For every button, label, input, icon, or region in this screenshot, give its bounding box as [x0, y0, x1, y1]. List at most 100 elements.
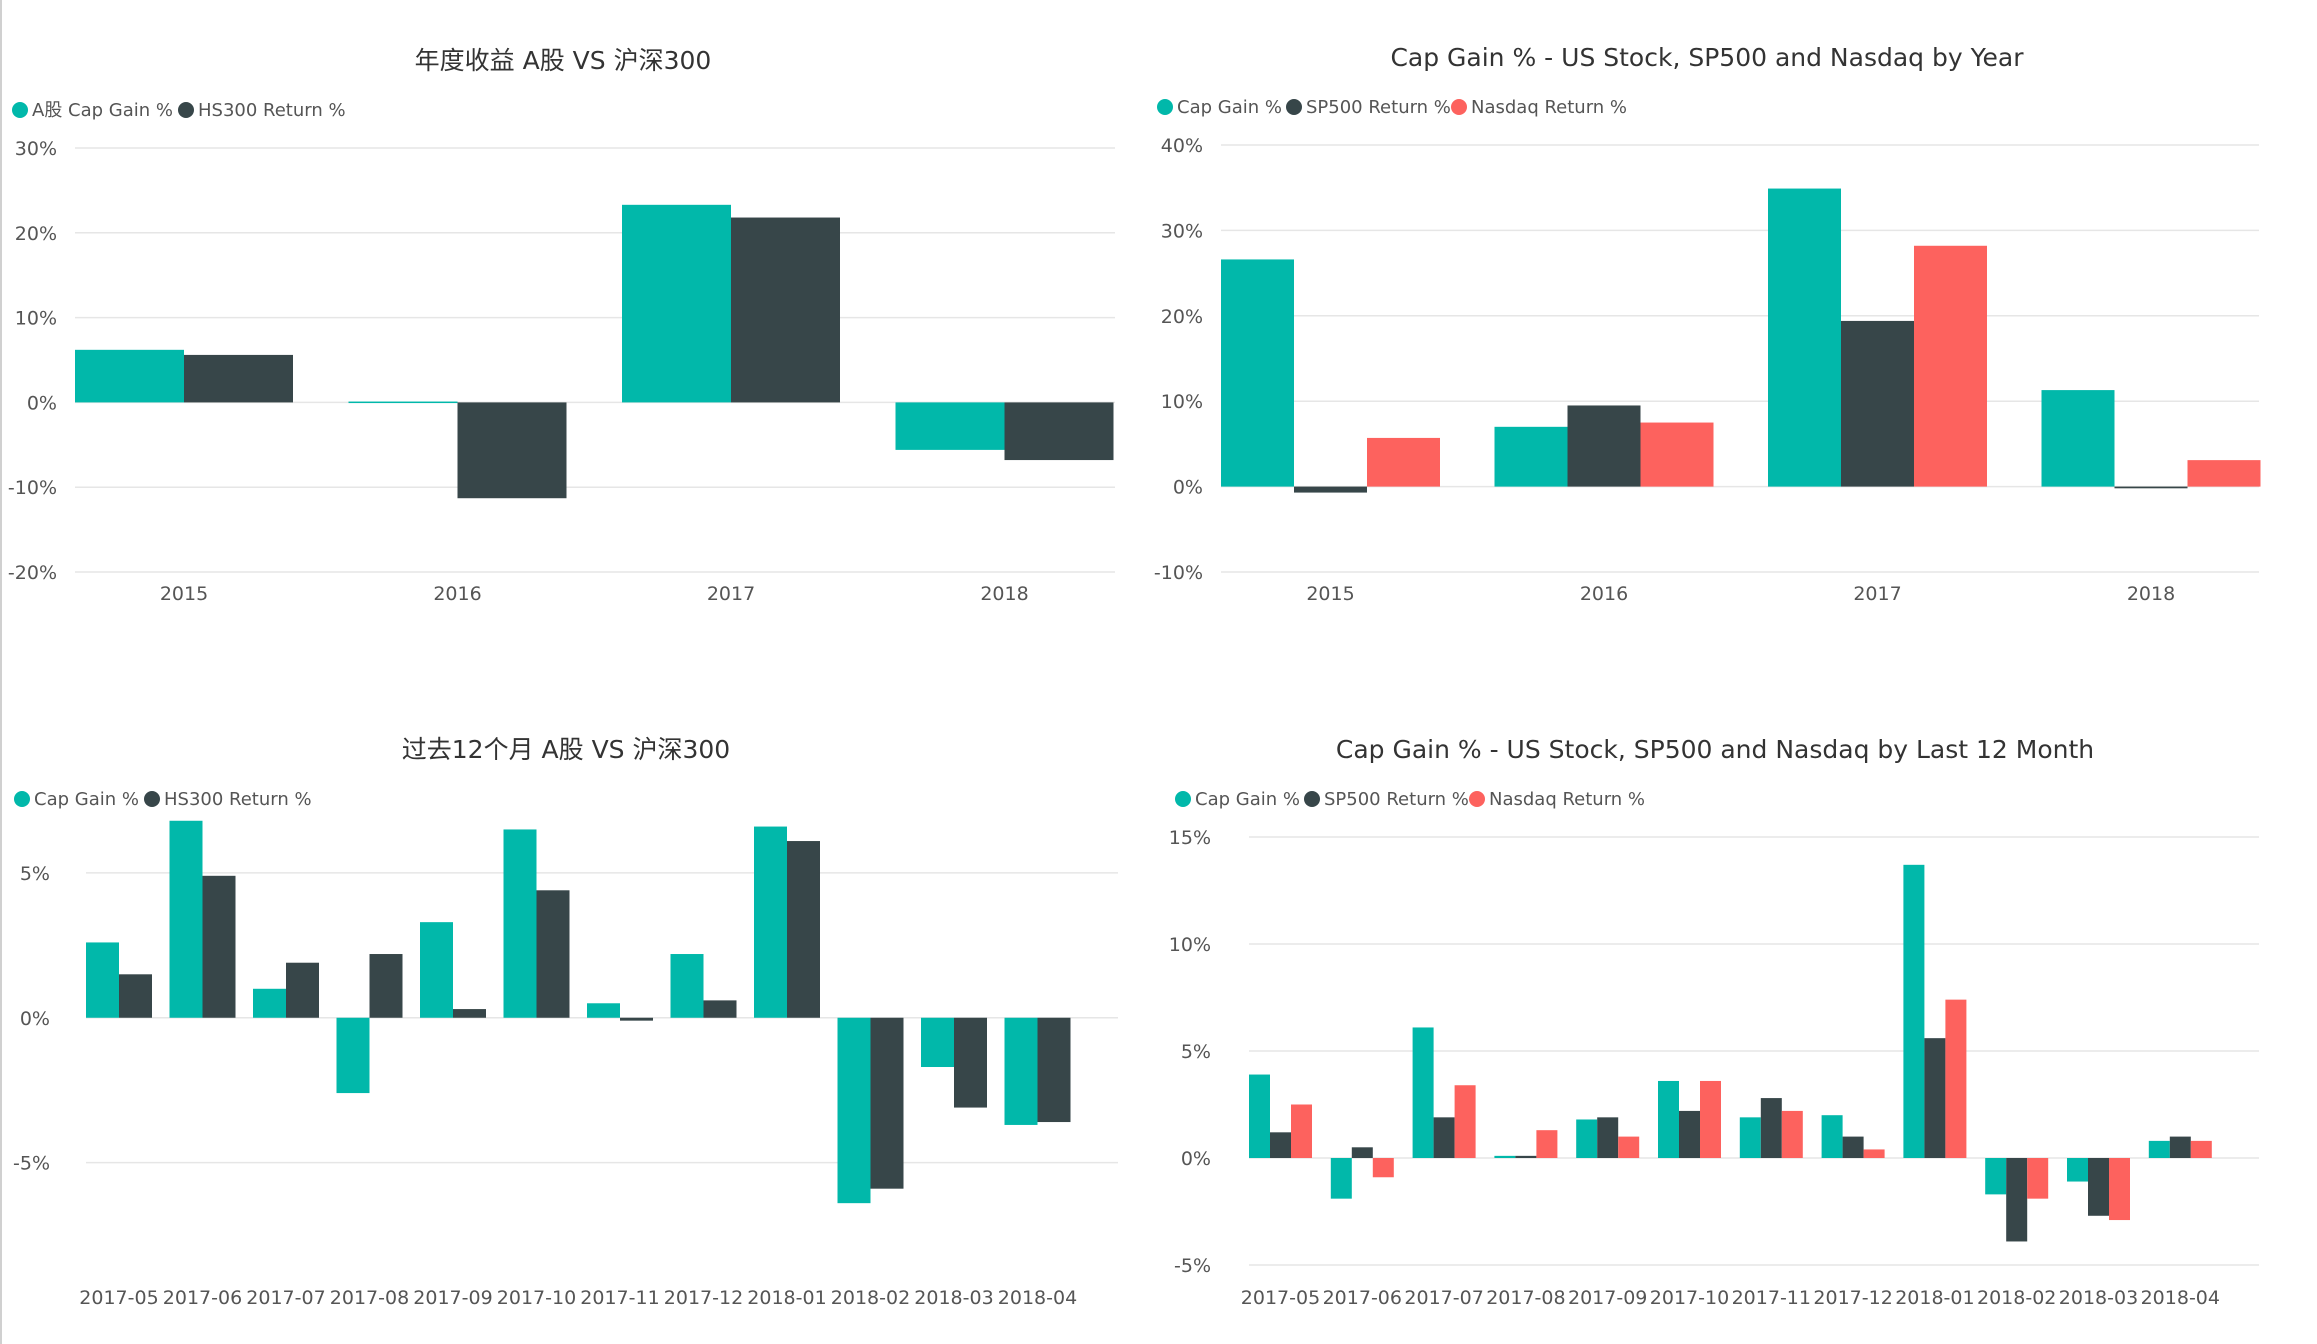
legend-label-series-1[interactable]: Cap Gain % — [34, 789, 139, 810]
bar-2018-series-2[interactable] — [1004, 402, 1114, 461]
legend-label-series-1[interactable]: Cap Gain % — [1195, 789, 1300, 810]
bar-2017-10-series-3[interactable] — [1700, 1080, 1721, 1158]
bar-2017-06-series-2[interactable] — [202, 875, 236, 1018]
bar-2017-09-series-2[interactable] — [453, 1009, 486, 1018]
bar-2018-03-series-1[interactable] — [2067, 1158, 2088, 1182]
legend-label-series-2[interactable]: SP500 Return % — [1306, 97, 1451, 118]
bar-2018-02-series-1[interactable] — [1985, 1158, 2007, 1195]
bar-2017-11-series-3[interactable] — [1781, 1110, 1803, 1158]
bar-2016-series-1[interactable] — [348, 401, 458, 404]
bar-2018-01-series-2[interactable] — [787, 841, 820, 1018]
bar-2018-series-1[interactable] — [895, 402, 1005, 450]
bar-2015-series-2[interactable] — [184, 354, 293, 403]
bar-2017-12-series-3[interactable] — [1863, 1149, 1885, 1158]
bar-2017-06-series-3[interactable] — [1372, 1158, 1394, 1178]
bar-2015-series-1[interactable] — [75, 349, 184, 403]
bar-2015-series-3[interactable] — [1367, 437, 1440, 487]
chart-panel-us-stock-last-12-months: Cap Gain % - US Stock, SP500 and Nasdaq … — [1169, 735, 2259, 1309]
bar-2018-02-series-2[interactable] — [870, 1017, 904, 1189]
bar-2017-07-series-2[interactable] — [286, 962, 319, 1018]
bar-2018-03-series-3[interactable] — [2109, 1158, 2130, 1221]
bar-2017-11-series-2[interactable] — [1760, 1098, 1782, 1158]
bar-2018-series-1[interactable] — [2041, 390, 2115, 487]
bar-2017-05-series-3[interactable] — [1291, 1104, 1312, 1159]
bar-2017-08-series-3[interactable] — [1536, 1130, 1558, 1158]
bar-2017-series-2[interactable] — [1841, 320, 1914, 487]
bar-2018-04-series-2[interactable] — [1037, 1017, 1071, 1123]
bar-2017-10-series-1[interactable] — [1658, 1080, 1679, 1158]
bar-2017-08-series-1[interactable] — [1494, 1155, 1516, 1158]
bar-2017-09-series-1[interactable] — [420, 922, 453, 1018]
legend-label-series-2[interactable]: HS300 Return % — [164, 789, 312, 810]
bar-2017-05-series-1[interactable] — [1249, 1074, 1270, 1158]
bar-2018-01-series-2[interactable] — [1924, 1038, 1946, 1158]
bar-2017-series-1[interactable] — [1768, 188, 1841, 487]
legend-label-series-1[interactable]: A股 Cap Gain % — [32, 100, 173, 121]
bar-2015-series-1[interactable] — [1221, 259, 1294, 487]
bar-2018-series-3[interactable] — [2187, 460, 2261, 487]
bar-2017-series-1[interactable] — [622, 204, 731, 403]
bar-2017-05-series-2[interactable] — [119, 974, 152, 1018]
chart-legend: Cap Gain % HS300 Return % — [14, 789, 312, 810]
bar-2017-07-series-2[interactable] — [1433, 1117, 1455, 1158]
bar-2017-05-series-1[interactable] — [86, 942, 119, 1018]
bar-2017-08-series-1[interactable] — [336, 1017, 370, 1094]
bar-2017-10-series-2[interactable] — [1679, 1110, 1700, 1158]
bar-2018-04-series-1[interactable] — [1004, 1017, 1038, 1125]
legend-label-series-3[interactable]: Nasdaq Return % — [1471, 97, 1627, 118]
bar-2016-series-2[interactable] — [457, 402, 567, 499]
bar-2015-series-2[interactable] — [1294, 486, 1367, 493]
bar-2017-06-series-1[interactable] — [169, 820, 203, 1018]
bar-2017-11-series-2[interactable] — [620, 1017, 653, 1021]
legend-label-series-1[interactable]: Cap Gain % — [1177, 97, 1282, 118]
bar-2018-02-series-2[interactable] — [2006, 1158, 2028, 1242]
bar-2018-01-series-1[interactable] — [1903, 864, 1925, 1158]
bar-2017-07-series-3[interactable] — [1454, 1085, 1476, 1158]
bar-2017-09-series-1[interactable] — [1576, 1119, 1598, 1158]
bar-2017-06-series-1[interactable] — [1330, 1158, 1352, 1199]
bar-2017-12-series-1[interactable] — [670, 954, 704, 1018]
bar-2017-series-2[interactable] — [731, 217, 840, 403]
bar-2018-01-series-3[interactable] — [1945, 999, 1967, 1158]
y-tick-label: 0% — [1173, 477, 1203, 499]
x-tick-label: 2016 — [433, 583, 481, 605]
legend-marker-series-2 — [1304, 791, 1320, 807]
bar-2016-series-2[interactable] — [1567, 405, 1641, 487]
bar-2017-12-series-1[interactable] — [1821, 1115, 1843, 1158]
bar-2017-11-series-1[interactable] — [587, 1003, 620, 1018]
bar-2017-10-series-2[interactable] — [536, 890, 570, 1018]
bar-2017-09-series-3[interactable] — [1618, 1136, 1640, 1158]
gridlines — [1221, 144, 2259, 573]
bar-2018-01-series-1[interactable] — [754, 826, 787, 1018]
bar-2018-04-series-1[interactable] — [2148, 1140, 2170, 1158]
bar-2017-series-3[interactable] — [1914, 245, 1987, 487]
bar-2016-series-3[interactable] — [1640, 422, 1714, 487]
legend-label-series-2[interactable]: SP500 Return % — [1324, 789, 1469, 810]
bar-2017-09-series-2[interactable] — [1597, 1117, 1619, 1158]
bar-2017-08-series-2[interactable] — [1515, 1155, 1537, 1158]
bar-2017-12-series-2[interactable] — [703, 1000, 737, 1018]
bar-2018-04-series-3[interactable] — [2190, 1140, 2212, 1158]
chart-legend: A股 Cap Gain % HS300 Return % — [12, 100, 346, 121]
bar-2017-06-series-2[interactable] — [1351, 1147, 1373, 1158]
bar-2017-11-series-1[interactable] — [1739, 1117, 1761, 1158]
bar-2017-07-series-1[interactable] — [253, 988, 286, 1018]
bar-2017-10-series-1[interactable] — [503, 829, 537, 1018]
bar-2018-04-series-2[interactable] — [2169, 1136, 2191, 1158]
legend-label-series-2[interactable]: HS300 Return % — [198, 100, 346, 121]
bar-2017-05-series-2[interactable] — [1270, 1132, 1291, 1158]
legend-label-series-3[interactable]: Nasdaq Return % — [1489, 789, 1645, 810]
bar-2018-02-series-3[interactable] — [2027, 1158, 2049, 1199]
bar-2018-03-series-2[interactable] — [2088, 1158, 2109, 1216]
x-tick-label: 2017-07 — [246, 1287, 325, 1309]
bar-2017-07-series-1[interactable] — [1412, 1027, 1434, 1158]
x-tick-label: 2018-03 — [914, 1287, 993, 1309]
bar-2016-series-1[interactable] — [1494, 426, 1568, 487]
bar-2018-series-2[interactable] — [2114, 486, 2188, 489]
bar-2017-08-series-2[interactable] — [369, 954, 403, 1018]
bar-2017-12-series-2[interactable] — [1842, 1136, 1864, 1158]
bar-2018-02-series-1[interactable] — [837, 1017, 871, 1204]
bar-2018-03-series-2[interactable] — [954, 1017, 987, 1108]
bar-2018-03-series-1[interactable] — [921, 1017, 954, 1068]
legend-marker-series-2 — [178, 102, 194, 118]
